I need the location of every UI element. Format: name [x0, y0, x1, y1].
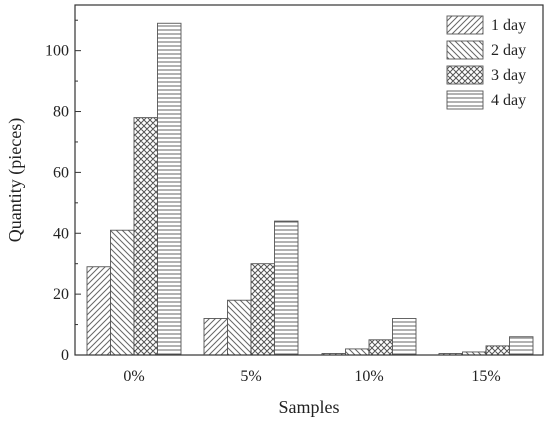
legend: 1 day 2 day 3 day 4 day	[446, 15, 526, 110]
bar-2-day-10pct	[345, 348, 370, 356]
plot-frame	[74, 4, 544, 356]
bar-3-day-15pct	[485, 345, 510, 356]
legend-label: 2 day	[491, 42, 526, 59]
bar-3-day-0pct	[133, 117, 158, 356]
x-tick-label: 5%	[240, 368, 261, 385]
legend-swatch-2-day	[446, 40, 484, 60]
y-tick-label: 100	[45, 43, 69, 60]
bar-4-day-5pct	[274, 220, 299, 356]
x-tick-label: 0%	[123, 368, 144, 385]
legend-label: 4 day	[491, 92, 526, 109]
bar-2-day-0pct	[110, 229, 135, 356]
bar-4-day-0pct	[157, 22, 182, 356]
x-axis-title: Samples	[279, 397, 340, 417]
bar-2-day-5pct	[227, 299, 252, 356]
y-tick-label: 20	[53, 286, 69, 303]
y-tick-label: 60	[53, 164, 69, 181]
x-axis: 0% 5% 10% 15%	[123, 350, 501, 385]
y-tick-label: 40	[53, 225, 69, 242]
legend-swatch-3-day	[446, 65, 484, 85]
bar-4-day-15pct	[509, 336, 534, 356]
x-tick-label: 15%	[471, 368, 500, 385]
legend-swatch-4-day	[446, 90, 484, 110]
legend-label: 1 day	[491, 17, 526, 34]
legend-swatch-1-day	[446, 15, 484, 35]
y-axis-title: Quantity (pieces)	[5, 118, 26, 242]
bar-1-day-5pct	[203, 318, 228, 356]
bar-1-day-0pct	[86, 266, 111, 356]
y-tick-label: 0	[61, 347, 69, 364]
bar-3-day-5pct	[250, 263, 275, 356]
bar-4-day-10pct	[392, 318, 417, 356]
bar-3-day-10pct	[368, 339, 393, 356]
bars-group	[86, 22, 534, 356]
y-tick-label: 80	[53, 104, 69, 121]
y-axis: 0 20 40 60 80 100	[45, 19, 81, 364]
x-tick-label: 10%	[354, 368, 383, 385]
legend-label: 3 day	[491, 67, 526, 84]
